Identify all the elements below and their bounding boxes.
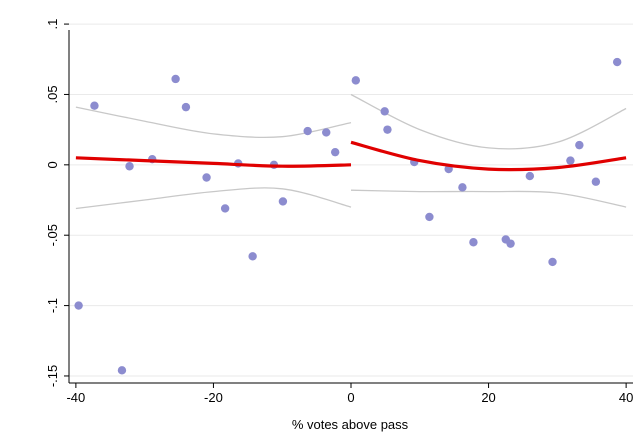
data-point [548, 257, 557, 267]
data-point [322, 128, 331, 137]
data-point [591, 177, 601, 186]
data-point [220, 204, 230, 213]
data-point [74, 301, 83, 310]
data-point [117, 366, 127, 375]
data-point [248, 252, 257, 261]
fit-lines [75, 140, 627, 172]
data-point [303, 126, 312, 136]
x-tick-label: 20 [481, 390, 495, 405]
y-tick-label: -.15 [45, 365, 60, 387]
y-tick-label: .1 [45, 19, 60, 30]
data-point [330, 147, 340, 157]
data-point [469, 238, 478, 247]
data-point [380, 107, 389, 116]
fit-line-right [350, 140, 627, 172]
data-point [125, 162, 134, 171]
data-point [425, 212, 434, 222]
data-point [458, 183, 467, 192]
y-tick-label: -.05 [45, 224, 60, 246]
data-point [202, 173, 211, 182]
y-tick-label: -.1 [45, 298, 60, 313]
data-points [74, 57, 622, 375]
y-tick-label: .05 [45, 85, 60, 103]
x-axis-label: % votes above pass [292, 417, 409, 432]
x-tick-label: 40 [619, 390, 633, 405]
data-point [181, 102, 191, 112]
x-tick-label: 0 [347, 390, 354, 405]
data-point [506, 239, 515, 248]
y-tick-label: 0 [45, 161, 60, 168]
data-point [278, 197, 288, 206]
data-point [351, 76, 361, 85]
ci-right-lower [350, 189, 627, 208]
ci-left-lower [75, 187, 352, 210]
data-point [383, 125, 392, 134]
fit-line-left [75, 156, 352, 168]
data-point [90, 101, 99, 110]
data-point [575, 140, 584, 150]
data-point [612, 57, 622, 67]
x-tick-label: -40 [66, 390, 85, 405]
data-point [566, 156, 575, 165]
ci-right-upper [350, 93, 627, 150]
x-tick-label: -20 [204, 390, 223, 405]
data-point [171, 74, 180, 84]
data-point [525, 171, 535, 181]
axes: .1 .05 0 -.05 -.1 -.15 -40 -20 0 20 40 [45, 19, 633, 405]
